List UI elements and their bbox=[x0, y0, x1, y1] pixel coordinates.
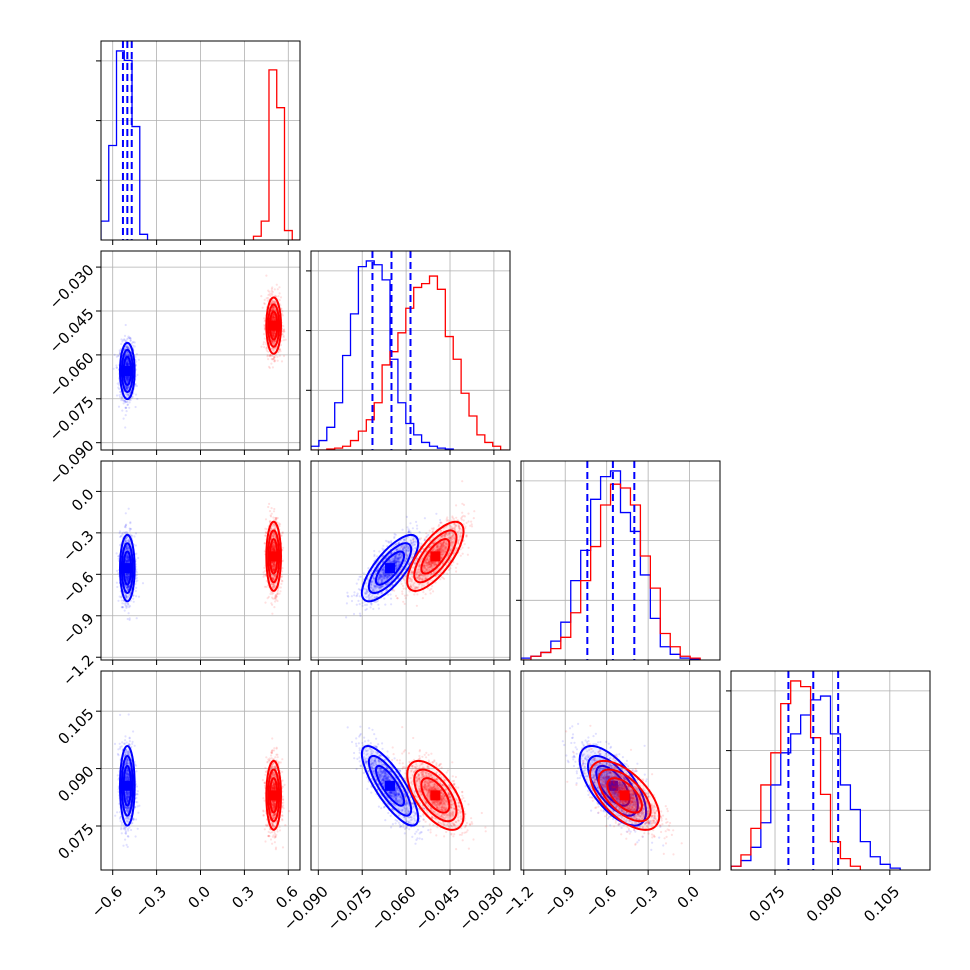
scatter-panel-3-2 bbox=[561, 722, 683, 856]
blue-mode-marker bbox=[385, 780, 396, 791]
scatter-panel-3-0 bbox=[113, 713, 291, 851]
y-tick-label-2-1: −0.9 bbox=[59, 610, 97, 648]
red-mode-marker bbox=[430, 790, 441, 801]
y-tick-label-3-1: 0.090 bbox=[54, 762, 97, 805]
x-tick-label-0-3: 0.3 bbox=[228, 882, 258, 912]
y-tick-label-1-0: −0.090 bbox=[46, 436, 98, 488]
blue-mode-marker bbox=[122, 780, 133, 791]
blue-histogram-1 bbox=[311, 260, 454, 450]
red-samples-3-2 bbox=[565, 724, 683, 856]
y-tick-label-2-4: 0.0 bbox=[68, 485, 98, 515]
red-mode-marker bbox=[268, 320, 279, 331]
y-tick-label-3-0: 0.075 bbox=[54, 820, 97, 863]
x-tick-label-1-3: −0.045 bbox=[412, 882, 464, 934]
y-tick-label-1-1: −0.075 bbox=[46, 393, 98, 445]
x-tick-label-2-2: −0.6 bbox=[582, 882, 620, 920]
y-tick-label-3-2: 0.105 bbox=[54, 705, 97, 748]
x-tick-label-3-2: 0.105 bbox=[860, 882, 903, 925]
blue-mode-marker bbox=[385, 563, 396, 574]
panel-grid-3-3 bbox=[731, 671, 930, 870]
hist-panel-1 bbox=[311, 251, 509, 450]
scatter-panel-2-1 bbox=[345, 480, 476, 619]
blue-histogram-0 bbox=[101, 50, 149, 240]
panel-grid-2-1 bbox=[311, 461, 510, 660]
x-tick-label-1-2: −0.060 bbox=[368, 882, 420, 934]
y-tick-label-2-3: −0.3 bbox=[59, 527, 97, 565]
panel-frame-1-1 bbox=[310, 250, 511, 451]
blue-mode-marker bbox=[122, 365, 133, 376]
blue-histogram-3 bbox=[731, 695, 901, 870]
panel-frame-2-2 bbox=[520, 460, 721, 661]
y-tick-label-1-2: −0.060 bbox=[46, 349, 98, 401]
panel-frame-2-1 bbox=[310, 460, 511, 661]
hist-panel-3 bbox=[731, 671, 901, 870]
red-mode-marker bbox=[430, 551, 441, 562]
panel-grid-1-0 bbox=[101, 251, 300, 450]
panel-frame-3-1 bbox=[310, 670, 511, 871]
hist-panel-2 bbox=[521, 461, 701, 660]
scatter-panel-2-0 bbox=[115, 502, 285, 622]
red-histogram-2 bbox=[521, 483, 701, 660]
red-mode-marker bbox=[268, 790, 279, 801]
panel-grid-0-0 bbox=[101, 41, 300, 240]
y-tick-label-2-2: −0.6 bbox=[59, 568, 97, 606]
scatter-panel-3-1 bbox=[346, 725, 487, 851]
y-tick-label-1-4: −0.030 bbox=[46, 261, 98, 313]
blue-mode-marker bbox=[607, 780, 618, 791]
panel-frame-3-2 bbox=[520, 670, 721, 871]
x-tick-label-0-2: 0.0 bbox=[184, 882, 214, 912]
x-tick-label-2-4: 0.0 bbox=[674, 882, 704, 912]
y-tick-label-2-0: −1.2 bbox=[59, 651, 97, 689]
x-tick-label-0-0: −0.6 bbox=[88, 882, 126, 920]
x-tick-label-3-1: 0.090 bbox=[803, 882, 846, 925]
red-mode-marker bbox=[268, 551, 279, 562]
x-tick-label-0-1: −0.3 bbox=[132, 882, 170, 920]
x-tick-label-2-1: −0.9 bbox=[540, 882, 578, 920]
panel-grid-2-0 bbox=[101, 461, 300, 660]
red-mode-marker bbox=[619, 790, 630, 801]
x-tick-label-3-0: 0.075 bbox=[745, 882, 788, 925]
blue-mode-marker bbox=[122, 563, 133, 574]
scatter-panel-1-0 bbox=[112, 274, 287, 429]
red-histogram-0 bbox=[252, 69, 300, 240]
x-tick-label-2-3: −0.3 bbox=[623, 882, 661, 920]
red-histogram-1 bbox=[311, 275, 509, 450]
panel-frame-3-3 bbox=[730, 670, 931, 871]
panel-grid-3-1 bbox=[311, 671, 510, 870]
hist-panel-0 bbox=[101, 41, 300, 240]
y-tick-label-1-3: −0.045 bbox=[46, 305, 98, 357]
x-tick-label-2-0: −1.2 bbox=[499, 882, 537, 920]
x-tick-label-1-1: −0.075 bbox=[324, 882, 376, 934]
red-histogram-3 bbox=[731, 680, 861, 870]
